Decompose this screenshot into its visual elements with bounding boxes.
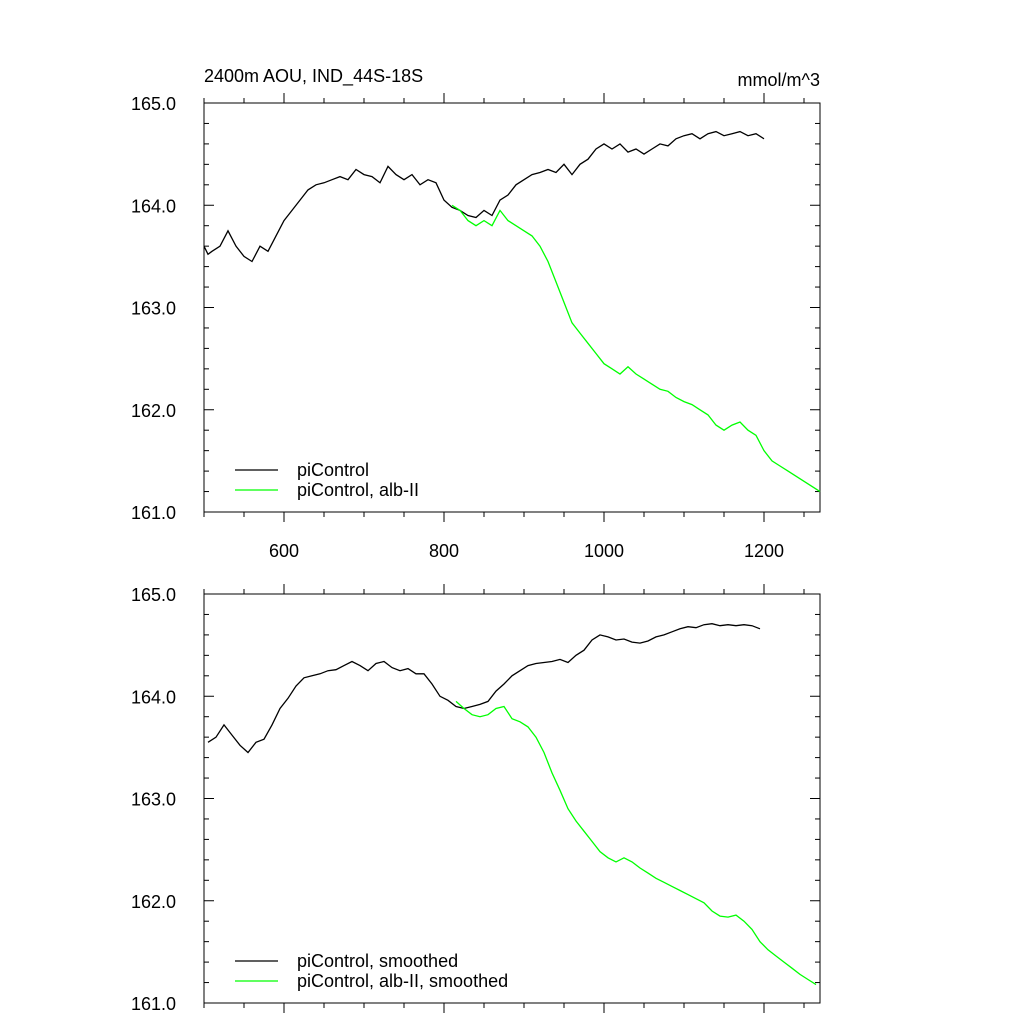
chart-1-ytick-label: 162.0 (131, 892, 176, 912)
chart-1-ytick-label: 164.0 (131, 687, 176, 707)
chart-0-xtick-label: 600 (269, 541, 299, 561)
chart-1-series-1-line (455, 700, 817, 986)
chart-1-ytick-label: 163.0 (131, 790, 176, 810)
chart-1-plot-frame (203, 593, 821, 1004)
figure-title: 2400m AOU, IND_44S-18S (204, 66, 423, 87)
chart-0-legend-label-0: piControl (297, 460, 369, 480)
chart-1-legend-label-1: piControl, alb-II, smoothed (297, 971, 508, 991)
chart-0-ytick-label: 162.0 (131, 401, 176, 421)
chart-0-xtick-label: 1200 (744, 541, 784, 561)
chart-0-ytick-label: 163.0 (131, 299, 176, 319)
chart-0-ytick-label: 161.0 (131, 503, 176, 523)
chart-1-legend-label-0: piControl, smoothed (297, 951, 458, 971)
units-label: mmol/m^3 (738, 70, 820, 90)
chart-1-ytick-label: 161.0 (131, 994, 176, 1014)
chart-0-xtick-label: 1000 (584, 541, 624, 561)
top-panel: 161.0 162.0 163.0 164.0 165.0 600 800 1000 1200 p… (131, 93, 821, 561)
chart-0-legend-label-1: piControl, alb-II (297, 480, 419, 500)
chart-0-ytick-label: 164.0 (131, 196, 176, 216)
chart-0-plot-frame (203, 102, 821, 513)
chart-1-series-0-line (207, 623, 761, 754)
chart-0-ytick-label: 165.0 (131, 94, 176, 114)
chart-0-series-0-line (203, 130, 765, 263)
chart-0-xtick-label: 800 (429, 541, 459, 561)
chart-0-series-1-line (451, 204, 821, 493)
bottom-panel: 161.0 162.0 163.0 164.0 165.0 piControl, smoo… (131, 584, 821, 1014)
chart-1-ytick-label: 165.0 (131, 585, 176, 605)
